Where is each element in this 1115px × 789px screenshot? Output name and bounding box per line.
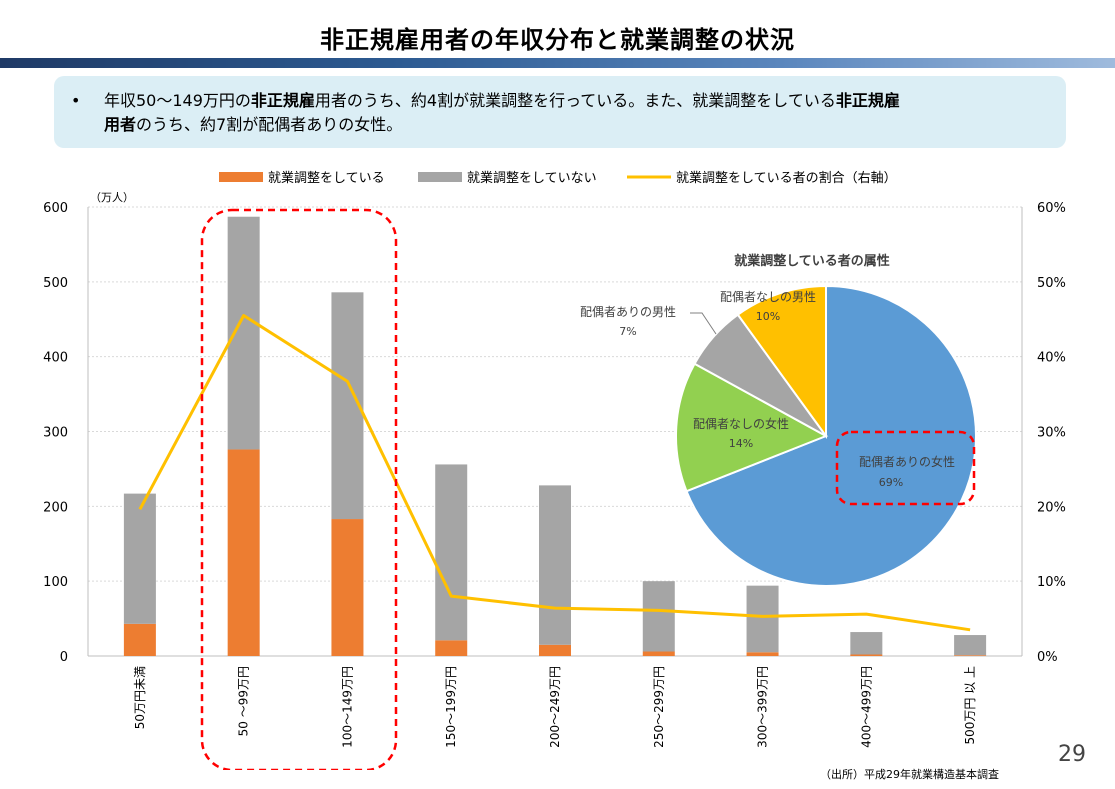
bar-adjusting [954,655,987,656]
x-tick-label: 200～249万円 [548,666,562,748]
title-underline [0,58,1115,68]
highlight-box [200,208,398,770]
x-tick-label: 500万円 以 上 [963,666,977,745]
summary-highlight: 非正規雇 [835,91,900,110]
x-tick-label: 50万円未満 [133,666,147,729]
summary-highlight: 非正規雇 [250,91,315,110]
summary-line-1: 年収50～149万円の非正規雇用者のうち、約4割が就業調整を行っている。また、就… [104,89,1046,113]
y-left-tick-label: 500 [43,276,68,291]
bar-not-adjusting [123,493,156,624]
page-number: 29 [1058,742,1086,767]
y-left-tick-label: 100 [43,575,68,590]
bar-not-adjusting [642,581,675,652]
ratio-line [138,314,971,632]
legend-swatch-not-adjusting [418,172,462,182]
legend-label-ratio: 就業調整をしている者の割合（右軸） [676,170,897,186]
bar-not-adjusting [850,632,883,655]
y-left-tick-label: 400 [43,351,68,366]
bar-adjusting [642,651,675,656]
y-left-tick-label: 600 [43,201,68,216]
x-tick-label: 100～149万円 [340,666,354,748]
x-tick-label: 50 ～99万円 [237,666,251,736]
pie-slice-pct: 14% [729,437,753,450]
pie-slice [736,284,827,440]
bullet-marker: • [71,91,81,110]
bar-adjusting [850,654,883,656]
legend-label-adjusting: 就業調整をしている [268,170,385,186]
pie-slice [685,284,977,587]
x-tick-label: 250～299万円 [652,666,666,748]
bar-adjusting [227,449,260,656]
income-distribution-chart: 0 100 200 300 400 500 600 0% 10% 20% 30% 40% 50% 60% （… [43,170,1066,770]
y-right-tick-label: 50% [1037,276,1066,291]
bar-adjusting [435,640,468,656]
pie-slice-label: 配偶者ありの女性 [859,454,955,469]
x-tick-label: 150～199万円 [444,666,458,748]
y-left-tick-label: 0 [60,650,68,665]
y-right-tick-label: 40% [1037,351,1066,366]
page-title: 非正規雇用者の年収分布と就業調整の状況 [320,26,795,54]
pie-slice-pct: 69% [879,476,903,489]
summary-text: のうち、約7割が配偶者ありの女性。 [136,115,403,134]
pie-title: 就業調整している者の属性 [734,253,890,269]
pie-slice-label: 配偶者なしの男性 [720,290,816,304]
y-right-tick-label: 60% [1037,201,1066,216]
summary-line-2: 用者のうち、約7割が配偶者ありの女性。 [104,113,1046,137]
bar-adjusting [331,519,364,656]
source-note: （出所）平成29年就業構造基本調査 [820,768,999,781]
x-tick-label: 300～399万円 [756,666,770,748]
y-right-tick-label: 20% [1037,500,1066,515]
x-tick-label: 400～499万円 [859,666,873,748]
bar-not-adjusting [539,485,571,645]
y-left-tick-label: 300 [43,426,68,441]
summary-highlight: 用者 [104,115,137,134]
bar-adjusting [539,644,571,656]
pie-leader-line [690,312,717,335]
pie-slice [675,362,829,493]
summary-text: 用者のうち、約4割が就業調整を行っている。また、就業調整をしている [314,91,836,110]
bar-adjusting [746,652,779,656]
pie-slice-pct: 7% [619,325,636,338]
legend-label-not-adjusting: 就業調整をしていない [467,170,597,186]
y-unit-label: （万人） [90,191,134,204]
bar-not-adjusting [746,585,779,653]
y-right-tick-label: 10% [1037,575,1066,590]
pie-slice-label: 配偶者なしの女性 [693,416,789,431]
bar-not-adjusting [227,216,260,450]
pie-highlight-box [835,430,976,506]
bar-not-adjusting [954,635,987,656]
y-right-tick-label: 0% [1037,650,1058,665]
bar-adjusting [123,623,156,656]
y-left-tick-label: 200 [43,500,68,515]
pie-slice-label: 配偶者ありの男性 [580,305,676,319]
pie-slice-pct: 10% [756,310,780,323]
y-right-tick-label: 30% [1037,426,1066,441]
summary-box: • 年収50～149万円の非正規雇用者のうち、約4割が就業調整を行っている。また… [54,76,1066,148]
bar-not-adjusting [435,464,468,641]
legend-swatch-adjusting [219,172,263,182]
summary-text: 年収50～149万円の [104,91,251,110]
